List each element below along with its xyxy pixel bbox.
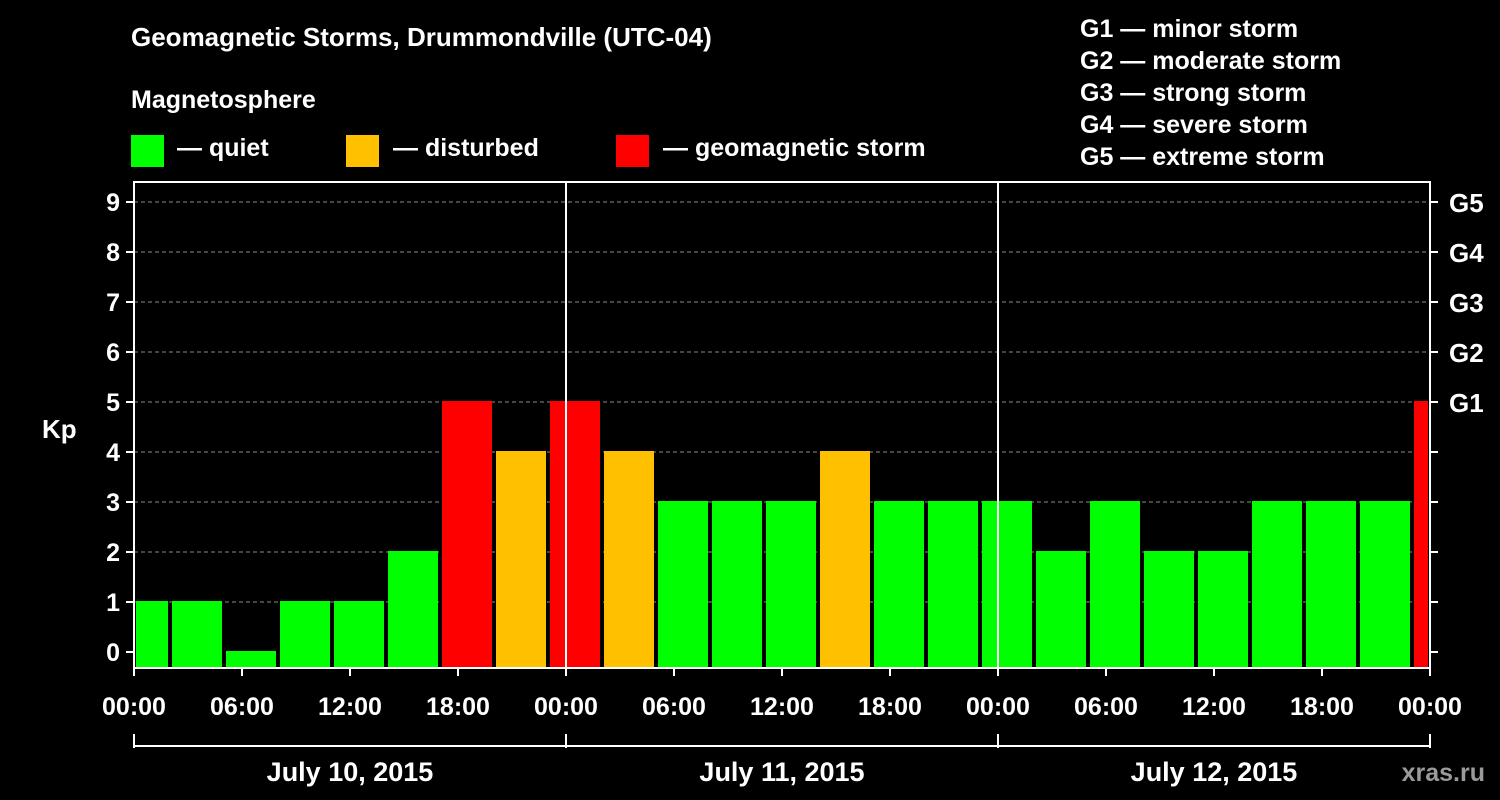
y-tick-label-8: 8	[106, 239, 120, 267]
x-tick-label-11: 18:00	[1290, 693, 1354, 721]
x-tick-label-5: 06:00	[642, 693, 706, 721]
kp-bar-8	[550, 401, 600, 668]
kp-bar-22	[1306, 501, 1356, 668]
kp-bar-1	[172, 601, 222, 668]
storm-scale-g3: G3 — strong storm	[1080, 79, 1307, 107]
kp-bar-4	[334, 601, 384, 668]
legend-label-disturbed: — disturbed	[393, 134, 539, 162]
x-tick-label-0: 00:00	[102, 693, 166, 721]
g-scale-label-g4: G4	[1449, 238, 1484, 268]
kp-bar-7	[496, 451, 546, 668]
g-scale-label-g5: G5	[1449, 188, 1484, 218]
day-label-2: July 12, 2015	[1131, 757, 1298, 787]
legend-label-storm: — geomagnetic storm	[663, 134, 926, 162]
storm-scale-g4: G4 — severe storm	[1080, 111, 1308, 139]
kp-bar-24	[1414, 401, 1428, 668]
x-tick-label-9: 06:00	[1074, 693, 1138, 721]
legend-label-quiet: — quiet	[177, 134, 269, 162]
g-scale-label-g3: G3	[1449, 288, 1484, 318]
x-tick-label-8: 00:00	[966, 693, 1030, 721]
y-axis-label: Kp	[42, 414, 77, 444]
kp-bar-15	[928, 501, 978, 668]
kp-bar-19	[1144, 551, 1194, 668]
kp-bar-17	[1036, 551, 1086, 668]
x-tick-label-4: 00:00	[534, 693, 598, 721]
kp-bar-3	[280, 601, 330, 668]
x-tick-label-7: 18:00	[858, 693, 922, 721]
kp-bar-18	[1090, 501, 1140, 668]
kp-bar-9	[604, 451, 654, 668]
legend-swatch-quiet	[131, 135, 164, 167]
chart-title: Geomagnetic Storms, Drummondville (UTC-0…	[131, 22, 712, 52]
kp-bar-5	[388, 551, 438, 668]
kp-bar-12	[766, 501, 816, 668]
g-scale-label-g2: G2	[1449, 338, 1484, 368]
x-tick-label-12: 00:00	[1398, 693, 1462, 721]
y-tick-label-3: 3	[106, 489, 120, 517]
y-tick-label-7: 7	[106, 289, 120, 317]
kp-bar-10	[658, 501, 708, 668]
y-tick-label-6: 6	[106, 339, 120, 367]
storm-scale-g1: G1 — minor storm	[1080, 15, 1299, 43]
kp-bar-14	[874, 501, 924, 668]
kp-bar-2	[226, 651, 276, 668]
storm-scale-g2: G2 — moderate storm	[1080, 47, 1342, 75]
y-tick-label-1: 1	[106, 589, 120, 617]
legend-swatch-disturbed	[346, 135, 379, 167]
x-tick-label-3: 18:00	[426, 693, 490, 721]
kp-bar-13	[820, 451, 870, 668]
kp-bar-0	[136, 601, 168, 668]
day-label-1: July 11, 2015	[699, 757, 864, 787]
kp-bar-11	[712, 501, 762, 668]
kp-bar-20	[1198, 551, 1248, 668]
kp-bar-23	[1360, 501, 1410, 668]
storm-scale-g5: G5 — extreme storm	[1080, 143, 1325, 171]
legend-heading: Magnetosphere	[131, 86, 316, 114]
kp-bar-16	[982, 501, 1032, 668]
x-tick-label-10: 12:00	[1182, 693, 1246, 721]
y-tick-label-9: 9	[106, 189, 120, 217]
watermark: xras.ru	[1402, 759, 1485, 787]
x-tick-label-2: 12:00	[318, 693, 382, 721]
y-tick-label-2: 2	[106, 539, 120, 567]
x-tick-label-1: 06:00	[210, 693, 274, 721]
x-tick-label-6: 12:00	[750, 693, 814, 721]
day-label-0: July 10, 2015	[267, 757, 434, 787]
y-tick-label-4: 4	[106, 439, 120, 467]
legend-swatch-storm	[616, 135, 649, 167]
y-tick-label-5: 5	[106, 389, 120, 417]
g-scale-label-g1: G1	[1449, 388, 1484, 418]
kp-bar-21	[1252, 501, 1302, 668]
y-tick-label-0: 0	[106, 639, 120, 667]
kp-bar-6	[442, 401, 492, 668]
